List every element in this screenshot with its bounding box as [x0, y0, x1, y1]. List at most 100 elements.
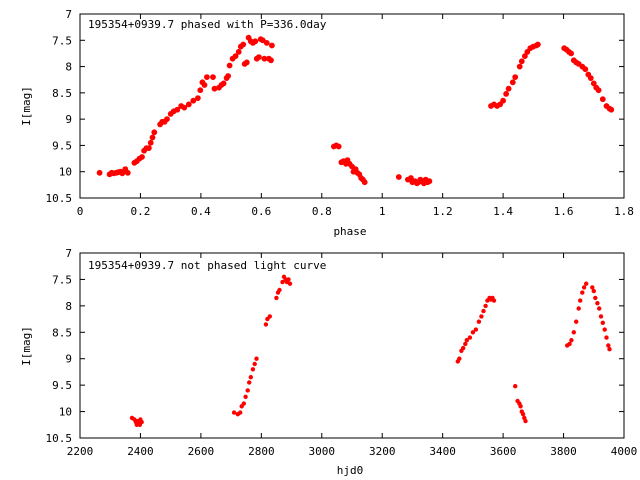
data-point: [174, 106, 181, 113]
data-point: [457, 356, 462, 361]
data-point: [395, 174, 402, 180]
data-point: [235, 49, 242, 55]
data-point: [426, 178, 433, 185]
y-tick-label: 8.5: [52, 87, 72, 100]
data-point: [582, 66, 589, 73]
data-point: [139, 154, 145, 160]
x-tick-label: 1.6: [554, 205, 574, 218]
x-tick-label: 0.6: [251, 205, 271, 218]
data-point: [243, 59, 250, 66]
data-point: [500, 97, 506, 104]
data-point: [265, 316, 270, 322]
x-tick-label: 3600: [490, 445, 517, 458]
data-point: [481, 308, 486, 314]
x-tick-label: 3200: [369, 445, 396, 458]
data-point: [280, 279, 285, 285]
data-point: [483, 303, 488, 309]
y-tick-label: 9.5: [52, 139, 72, 152]
x-tick-label: 0.2: [131, 205, 151, 218]
data-point: [277, 287, 282, 293]
data-point: [524, 49, 531, 55]
data-point: [598, 314, 604, 319]
data-point: [194, 95, 201, 101]
data-point: [473, 327, 479, 332]
data-point: [263, 322, 269, 327]
data-point: [604, 335, 609, 340]
data-point: [124, 169, 131, 176]
data-point: [164, 116, 170, 122]
data-point: [226, 62, 233, 69]
data-point: [250, 367, 256, 372]
data-point: [461, 345, 466, 351]
data-point: [254, 356, 259, 361]
data-point: [518, 58, 525, 65]
data-point: [243, 394, 248, 399]
x-tick-label: 2600: [188, 445, 215, 458]
x-tick-label: 2800: [248, 445, 275, 458]
x-tick-label: 3000: [309, 445, 336, 458]
bottom-plot-ticks: 2200 2400 2600 2800 3000 3200 3400 3600 3800 4000…: [46, 247, 638, 458]
data-point: [137, 422, 143, 427]
top-plot-xlabel: phase: [333, 225, 366, 238]
x-tick-label: 0: [77, 205, 84, 218]
data-point: [335, 143, 342, 150]
data-point: [463, 341, 468, 347]
data-point: [231, 410, 237, 415]
data-point: [509, 79, 516, 86]
y-tick-label: 8.5: [52, 326, 72, 339]
data-point: [181, 104, 188, 111]
top-plot-title: 195354+0939.7 phased with P=336.0day: [88, 18, 327, 31]
y-tick-label: 10.5: [46, 192, 73, 205]
bottom-plot-ylabel: I[mag]: [20, 326, 33, 366]
data-point: [147, 139, 154, 146]
x-tick-label: 2200: [67, 445, 94, 458]
data-point: [571, 330, 576, 335]
y-tick-label: 10: [59, 166, 72, 179]
x-tick-label: 1.4: [493, 205, 513, 218]
data-point: [286, 277, 291, 282]
data-point: [245, 388, 250, 393]
data-point: [593, 295, 598, 301]
bottom-plot-points: [129, 274, 612, 427]
y-tick-label: 9: [65, 353, 72, 366]
data-point: [268, 42, 275, 49]
data-point: [149, 134, 156, 141]
data-point: [608, 106, 615, 113]
y-tick-label: 7: [65, 247, 72, 260]
data-point: [581, 285, 587, 290]
y-tick-label: 7.5: [52, 34, 72, 47]
data-point: [190, 97, 197, 104]
data-point: [238, 410, 243, 415]
data-point: [606, 343, 611, 348]
data-point: [512, 74, 519, 80]
x-tick-label: 4000: [611, 445, 638, 458]
data-point: [263, 40, 270, 46]
y-tick-label: 9.5: [52, 379, 72, 392]
data-point: [569, 338, 574, 343]
data-point: [287, 281, 293, 286]
data-point: [470, 330, 476, 335]
x-tick-label: 3800: [550, 445, 577, 458]
data-point: [573, 319, 579, 324]
data-point: [599, 96, 606, 103]
data-point: [512, 384, 518, 389]
data-point: [240, 41, 247, 48]
bottom-plot-xlabel: hjd0: [337, 464, 364, 477]
data-point: [220, 80, 227, 87]
top-plot-frame: [79, 13, 625, 199]
data-point: [523, 418, 528, 424]
data-point: [96, 169, 103, 176]
data-point: [255, 54, 262, 60]
data-point: [516, 63, 523, 70]
data-point: [600, 320, 605, 325]
data-point: [476, 319, 482, 324]
data-point: [203, 74, 210, 80]
data-point: [535, 41, 541, 48]
y-tick-label: 8: [65, 300, 72, 313]
data-point: [119, 170, 126, 177]
data-point: [590, 285, 595, 290]
data-point: [595, 301, 600, 306]
data-point: [464, 338, 469, 343]
data-point: [252, 361, 257, 367]
